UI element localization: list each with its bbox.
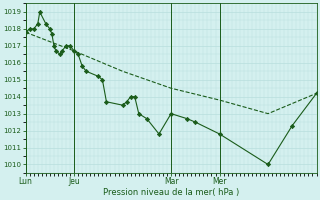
X-axis label: Pression niveau de la mer( hPa ): Pression niveau de la mer( hPa ) — [103, 188, 239, 197]
